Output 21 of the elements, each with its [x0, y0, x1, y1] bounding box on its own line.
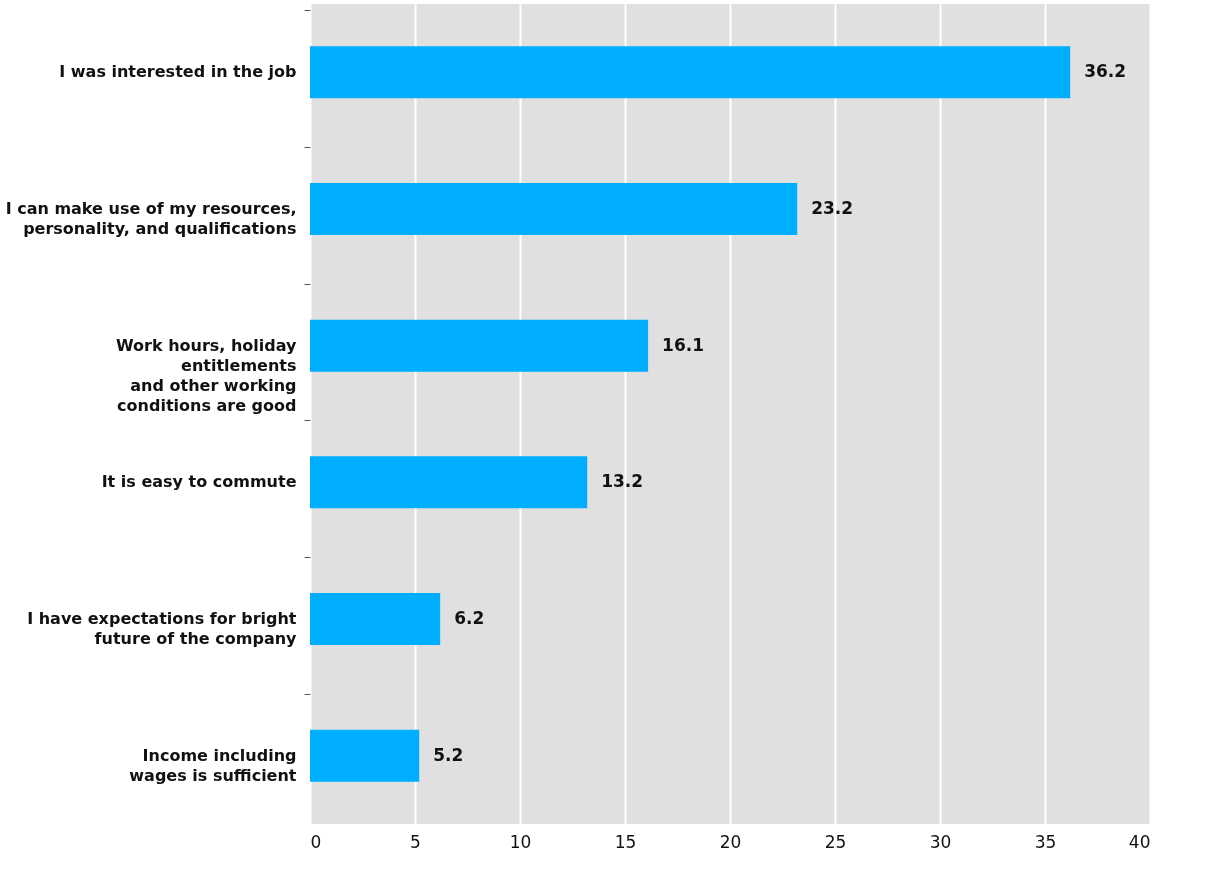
- y-tick-label: I can make use of my resources, personality, and qualifications: [5, 199, 297, 238]
- x-tick-label: 0: [310, 831, 322, 852]
- x-tick-label: 10: [509, 831, 532, 852]
- x-tick-label: 25: [824, 831, 847, 852]
- y-tick-label: It is easy to commute: [101, 472, 297, 492]
- x-tick-label: 15: [614, 831, 637, 852]
- y-tick-label: I was interested in the job: [59, 62, 297, 82]
- data-label: 5.2: [433, 744, 464, 765]
- data-label: 36.2: [1084, 61, 1127, 82]
- data-label: 16.1: [662, 334, 705, 355]
- data-label: 6.2: [454, 608, 485, 628]
- y-tick-label: Income including wages is sufficient: [129, 745, 297, 785]
- data-label: 13.2: [601, 471, 644, 492]
- x-tick-label: 35: [1034, 831, 1057, 852]
- data-label: 23.2: [811, 198, 854, 218]
- x-tick-label: 30: [929, 831, 952, 852]
- x-tick-label: 5: [410, 831, 421, 852]
- y-tick-label: Work hours, holiday entitlements and other working conditions are good: [115, 335, 298, 415]
- x-tick-label: 40: [1128, 831, 1151, 852]
- x-tick-label: 20: [719, 831, 742, 852]
- y-tick-label: I have expectations for bright future of the company: [27, 609, 298, 648]
